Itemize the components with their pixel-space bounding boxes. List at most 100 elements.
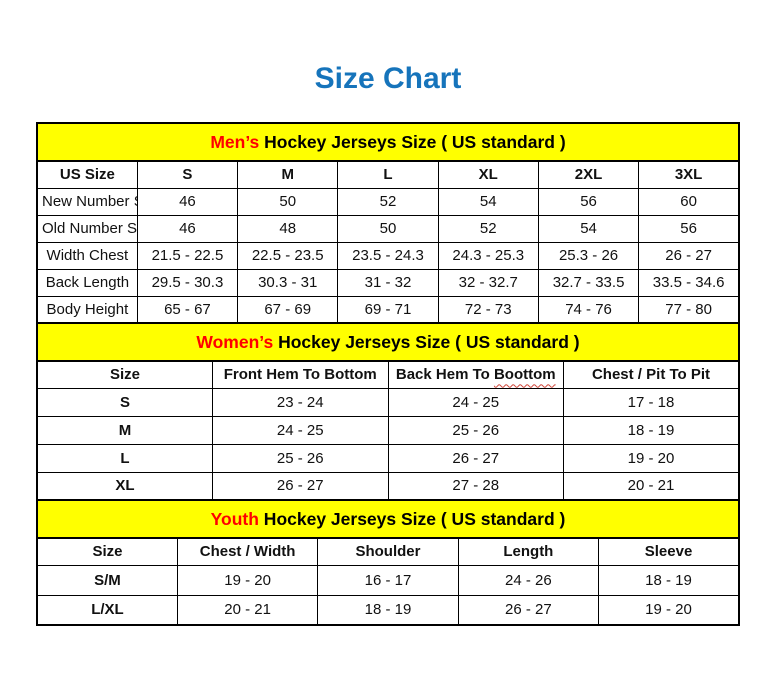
cell-value: 17 - 18 (563, 387, 740, 417)
row-label: New Number Size (36, 187, 138, 216)
cell-value: 52 (437, 214, 539, 243)
mens-banner-text: Hockey Jerseys Size ( US standard ) (259, 131, 566, 152)
cell-value: 29.5 - 30.3 (136, 268, 239, 297)
row-label: S (36, 387, 213, 417)
cell-value: 18 - 19 (563, 415, 740, 445)
cell-value: 25 - 26 (387, 415, 564, 445)
cell-value: 26 - 27 (212, 471, 389, 501)
row-label: Back Length (36, 268, 138, 297)
cell-value: 27 - 28 (387, 471, 564, 501)
youth-banner: Youth Hockey Jerseys Size ( US standard … (36, 499, 740, 539)
column-header: Length (457, 537, 600, 566)
table-row: S/M 19 - 20 16 - 17 24 - 26 18 - 19 (36, 564, 740, 596)
table-row: Width Chest 21.5 - 22.5 22.5 - 23.5 23.5 - … (36, 241, 740, 270)
row-label: M (36, 415, 213, 445)
cell-value: 30.3 - 31 (237, 268, 339, 297)
cell-value: 60 (638, 187, 740, 216)
cell-value: 48 (237, 214, 339, 243)
cell-value: 16 - 17 (317, 564, 459, 596)
youth-size-table: Youth Hockey Jerseys Size ( US standard … (36, 499, 740, 626)
table-row: New Number Size465052545660 (36, 187, 740, 216)
table-row: XL 26 - 27 27 - 28 20 - 21 (36, 471, 740, 501)
cell-value: 77 - 80 (638, 295, 740, 324)
womens-column-header-row: Size Front Hem To Bottom Back Hem To Boott… (36, 360, 740, 389)
cell-value: 54 (537, 214, 640, 243)
womens-banner-text: Hockey Jerseys Size ( US standard ) (273, 331, 580, 352)
column-header: L (337, 160, 439, 189)
cell-value: 32 - 32.7 (437, 268, 539, 297)
mens-table-body: New Number Size465052545660Old Number Si… (36, 187, 740, 324)
cell-value: 26 - 27 (457, 594, 600, 626)
mens-banner-highlight: Men’s (210, 131, 260, 152)
row-label: Old Number Size (36, 214, 138, 243)
cell-value: 18 - 19 (598, 564, 740, 596)
column-header: M (237, 160, 339, 189)
womens-banner-row: Women’s Hockey Jerseys Size ( US standar… (36, 322, 740, 362)
table-row: Body Height 65 - 67 67 - 69 69 - 71 72 - 73 7… (36, 295, 740, 324)
cell-value: 22.5 - 23.5 (237, 241, 339, 270)
cell-value: 25 - 26 (212, 443, 389, 473)
cell-value: 46 (136, 214, 239, 243)
cell-value: 23.5 - 24.3 (337, 241, 439, 270)
row-label: Body Height (36, 295, 138, 324)
cell-value: 24 - 25 (387, 387, 564, 417)
cell-value: 24 - 26 (457, 564, 600, 596)
cell-value: 50 (237, 187, 339, 216)
youth-banner-text: Hockey Jerseys Size ( US standard ) (258, 508, 566, 529)
column-header: Sleeve (598, 537, 740, 566)
cell-value: 69 - 71 (337, 295, 439, 324)
mens-column-header-row: US Size S M L XL 2XL 3XL (36, 160, 740, 189)
column-header: Shoulder (317, 537, 459, 566)
column-header: Chest / Pit To Pit (563, 360, 740, 389)
misspelled-word: Boottom (493, 366, 556, 384)
youth-banner-row: Youth Hockey Jerseys Size ( US standard … (36, 499, 740, 539)
cell-value: 20 - 21 (176, 594, 319, 626)
column-header: XL (437, 160, 539, 189)
cell-value: 32.7 - 33.5 (537, 268, 640, 297)
cell-value: 33.5 - 34.6 (638, 268, 740, 297)
table-row: Back Length 29.5 - 30.3 30.3 - 31 31 - 32 32… (36, 268, 740, 297)
cell-value: 21.5 - 22.5 (136, 241, 239, 270)
womens-table-body: S 23 - 24 24 - 25 17 - 18 M 24 - 25 25 - 26 18 … (36, 387, 740, 501)
womens-banner-highlight: Women’s (196, 331, 274, 352)
cell-value: 19 - 20 (176, 564, 319, 596)
cell-value: 67 - 69 (237, 295, 339, 324)
cell-value: 24 - 25 (212, 415, 389, 445)
column-header: Chest / Width (176, 537, 319, 566)
table-row: S 23 - 24 24 - 25 17 - 18 (36, 387, 740, 417)
table-row: Old Number Size464850525456 (36, 214, 740, 243)
table-row: L 25 - 26 26 - 27 19 - 20 (36, 443, 740, 473)
row-label: S/M (36, 564, 178, 596)
table-row: L/XL 20 - 21 18 - 19 26 - 27 19 - 20 (36, 594, 740, 626)
column-header: Front Hem To Bottom (212, 360, 389, 389)
womens-banner: Women’s Hockey Jerseys Size ( US standar… (36, 322, 740, 362)
cell-value: 20 - 21 (563, 471, 740, 501)
cell-value: 50 (337, 214, 439, 243)
cell-value: 56 (537, 187, 640, 216)
cell-value: 72 - 73 (437, 295, 539, 324)
row-label: L/XL (36, 594, 178, 626)
mens-banner: Men’s Hockey Jerseys Size ( US standard … (36, 122, 740, 162)
mens-size-table: Men’s Hockey Jerseys Size ( US standard … (36, 122, 740, 324)
column-header: 3XL (638, 160, 740, 189)
cell-value: 46 (136, 187, 239, 216)
youth-column-header-row: Size Chest / Width Shoulder Length Sleeve (36, 537, 740, 566)
cell-value: 26 - 27 (638, 241, 740, 270)
cell-value: 52 (337, 187, 439, 216)
cell-value: 31 - 32 (337, 268, 439, 297)
womens-size-table: Women’s Hockey Jerseys Size ( US standar… (36, 322, 740, 501)
column-header: Size (36, 537, 178, 566)
cell-value: 18 - 19 (317, 594, 459, 626)
cell-value: 24.3 - 25.3 (437, 241, 539, 270)
column-header: S (136, 160, 239, 189)
column-header: Size (36, 360, 213, 389)
cell-value: 25.3 - 26 (537, 241, 640, 270)
row-label: Width Chest (36, 241, 138, 270)
youth-banner-highlight: Youth (210, 508, 259, 529)
cell-value: 23 - 24 (212, 387, 389, 417)
cell-value: 19 - 20 (598, 594, 740, 626)
cell-value: 26 - 27 (387, 443, 564, 473)
page-title: Size Chart (314, 62, 462, 95)
cell-value: 65 - 67 (136, 295, 239, 324)
row-label: XL (36, 471, 213, 501)
